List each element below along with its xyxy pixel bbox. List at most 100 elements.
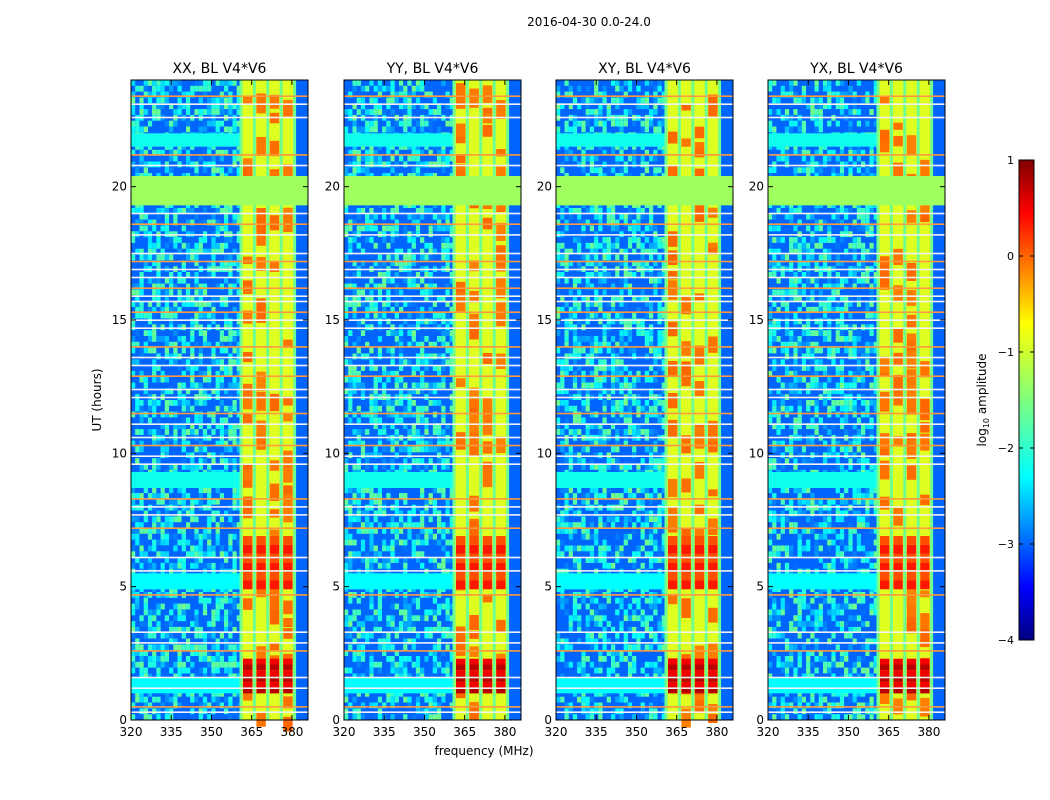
noise-cell — [386, 615, 391, 622]
noise-cell — [152, 609, 157, 616]
noise-cell — [581, 336, 586, 342]
burst-cell — [243, 681, 253, 688]
noise-cell — [190, 446, 195, 453]
noise-cell — [143, 516, 148, 523]
noise-cell — [594, 254, 599, 261]
noise-cell — [420, 283, 425, 290]
noise-cell — [236, 213, 241, 220]
noise-cell — [190, 551, 195, 558]
flagged-row — [131, 444, 308, 447]
noise-cell — [194, 167, 199, 174]
signal-blotch — [469, 615, 479, 630]
noise-cell — [649, 213, 654, 220]
noise-cell — [615, 260, 620, 267]
noise-cell — [411, 644, 416, 651]
noise-cell — [377, 289, 382, 296]
noise-cell — [615, 254, 620, 261]
noise-cell — [606, 318, 611, 325]
noise-cell — [386, 341, 391, 348]
noise-cell — [360, 656, 366, 662]
noise-cell — [139, 464, 144, 470]
noise-cell — [420, 376, 425, 383]
noise-cell — [403, 120, 408, 127]
noise-cell — [653, 411, 658, 418]
noise-cell — [598, 452, 603, 459]
noise-cell — [437, 528, 442, 534]
noise-cell — [572, 277, 578, 284]
noise-cell — [615, 522, 620, 528]
noise-cell — [636, 597, 641, 604]
noise-cell — [428, 533, 433, 540]
noise-cell — [644, 417, 649, 424]
noise-cell — [572, 283, 578, 290]
noise-cell — [207, 219, 212, 226]
noise-cell — [602, 562, 607, 569]
noise-cell — [224, 388, 229, 395]
noise-cell — [224, 464, 229, 470]
noise-cell — [602, 557, 607, 563]
noise-cell — [236, 237, 241, 243]
noise-cell — [390, 283, 395, 290]
noise-cell — [598, 493, 603, 499]
noise-cell — [348, 667, 353, 674]
noise-cell — [198, 452, 203, 459]
noise-cell — [160, 289, 165, 296]
noise-cell — [386, 318, 391, 325]
noise-cell — [594, 510, 599, 517]
noise-cell — [190, 324, 195, 331]
noise-cell — [386, 638, 391, 645]
noise-cell — [644, 353, 649, 360]
noise-cell — [131, 347, 136, 354]
noise-cell — [177, 644, 182, 651]
noise-cell — [627, 109, 633, 115]
noise-cell — [445, 464, 450, 470]
noise-cell — [581, 597, 586, 604]
noise-cell — [428, 120, 433, 127]
noise-cell — [365, 516, 370, 523]
noise-cell — [403, 498, 408, 505]
noise-cell — [428, 208, 433, 214]
noise-cell — [644, 336, 649, 342]
noise-cell — [585, 696, 590, 703]
noise-cell — [390, 458, 395, 464]
noise-cell — [556, 109, 561, 115]
noise-cell — [640, 644, 645, 651]
noise-cell — [399, 446, 404, 453]
noise-cell — [581, 522, 586, 528]
noise-cell — [160, 283, 165, 290]
noise-cell — [173, 539, 178, 546]
noise-cell — [437, 446, 442, 453]
y-tick-label: 0 — [119, 713, 127, 727]
noise-cell — [224, 301, 229, 307]
noise-cell — [156, 522, 161, 528]
noise-cell — [219, 638, 224, 645]
noise-cell — [348, 417, 353, 424]
noise-cell — [177, 353, 182, 360]
noise-cell — [407, 626, 412, 633]
noise-cell — [215, 615, 220, 622]
noise-cell — [169, 167, 174, 174]
noise-cell — [589, 632, 594, 639]
noise-cell — [556, 400, 561, 406]
flagged-row — [344, 594, 521, 596]
noise-cell — [156, 621, 161, 627]
noise-cell — [644, 272, 649, 278]
noise-cell — [394, 370, 399, 377]
noise-cell — [602, 336, 607, 342]
noise-cell — [424, 539, 429, 546]
noise-cell — [360, 644, 366, 651]
noise-cell — [348, 109, 353, 115]
burst-cell — [283, 544, 293, 554]
noise-cell — [394, 417, 399, 424]
burst-cell — [269, 536, 280, 545]
noise-cell — [156, 237, 161, 243]
noise-cell — [224, 91, 229, 98]
noise-cell — [202, 237, 208, 243]
noise-cell — [143, 673, 148, 680]
noise-cell — [585, 103, 590, 110]
noise-cell — [407, 696, 412, 703]
noise-cell — [390, 545, 395, 552]
noise-cell — [164, 690, 169, 697]
noise-cell — [636, 330, 641, 336]
noise-cell — [139, 562, 144, 569]
